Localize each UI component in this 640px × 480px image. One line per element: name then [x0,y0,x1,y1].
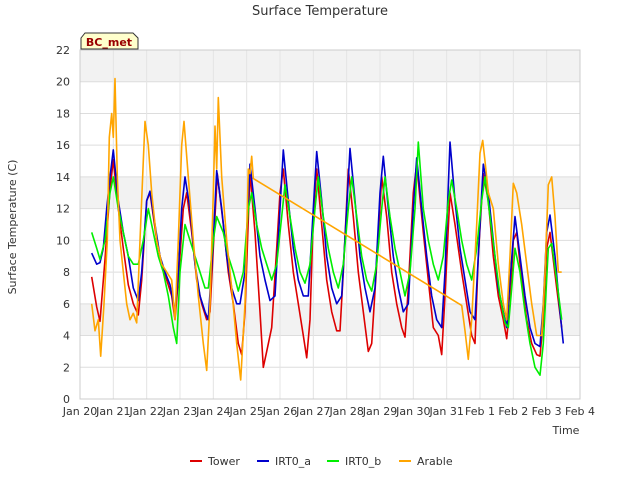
legend-label-irt0-b: IRT0_b [345,455,381,468]
y-tick-label: 8 [63,266,70,279]
x-axis-label: Time [552,424,580,437]
x-tick-label: Jan 23 [162,405,197,418]
band [80,176,580,209]
series-line-irt0-b [90,141,563,377]
x-tick-label: Jan 24 [195,405,230,418]
x-tick-label: Jan 21 [95,405,130,418]
legend-label-arable: Arable [417,455,453,468]
chart-title: Surface Temperature [252,4,388,19]
x-tick-label: Jan 29 [362,405,397,418]
x-tick-label: Jan 22 [128,405,163,418]
x-tick-label: Feb 3 [532,405,562,418]
x-tick-label: Jan 31 [428,405,463,418]
y-tick-label: 6 [63,298,70,311]
legend-label-irt0-a: IRT0_a [275,455,311,468]
x-tick-label: Jan 20 [62,405,97,418]
y-tick-label: 14 [56,171,70,184]
badge-box [80,32,139,50]
x-tick-label: Jan 25 [228,405,263,418]
y-tick-label: 0 [63,393,70,406]
x-tick-label: Jan 28 [328,405,363,418]
x-tick-label: Feb 4 [565,405,595,418]
x-tick-label: Jan 26 [262,405,297,418]
y-tick-label: 10 [56,234,70,247]
series-lines [90,77,565,381]
station-badge: BC_met [80,32,139,50]
legend: Tower IRT0_a IRT0_b Arable [190,455,453,468]
series-line-arable [90,77,562,381]
y-tick-label: 2 [63,361,70,374]
background-bands [80,50,580,336]
x-tick-label: Jan 30 [395,405,430,418]
y-tick-label: 16 [56,139,70,152]
band [80,50,580,82]
y-tick-label: 20 [56,76,70,89]
x-tick-label: Feb 2 [498,405,528,418]
plot-area-border [79,49,581,400]
x-tick-label: Jan 27 [295,405,330,418]
legend-label-tower: Tower [207,455,240,468]
y-tick-label: 22 [56,44,70,57]
y-tick-label: 12 [56,203,70,216]
y-tick-label: 4 [63,330,70,343]
y-axis-label: Surface Temperature (C) [6,160,19,295]
y-tick-label: 18 [56,107,70,120]
badge-label: BC_met [86,36,132,49]
x-tick-label: Feb 1 [465,405,495,418]
band [80,303,580,336]
